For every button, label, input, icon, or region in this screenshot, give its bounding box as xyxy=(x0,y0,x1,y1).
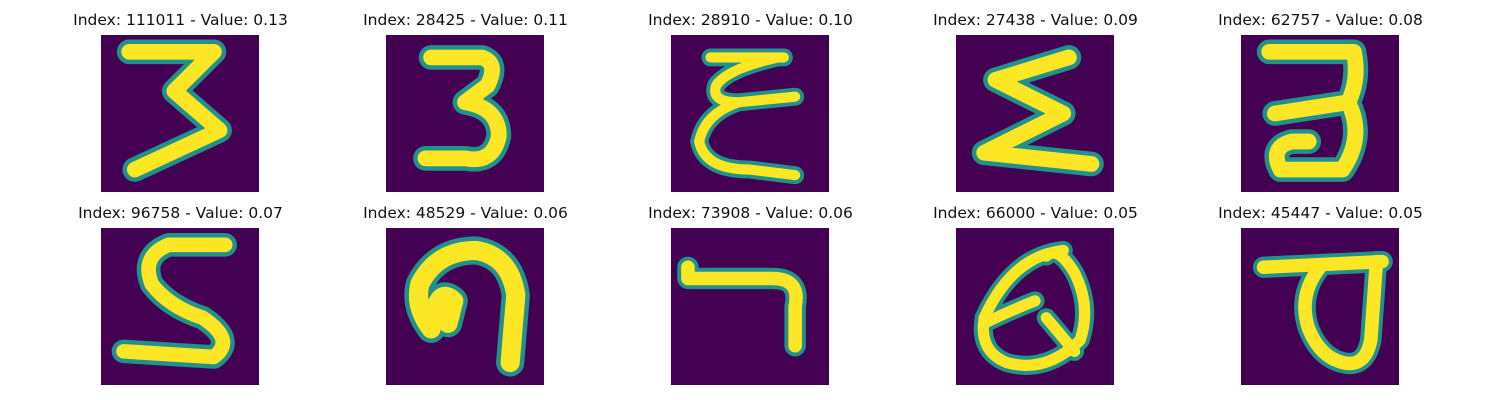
panel-9: Index: 66000 - Value: 0.05 xyxy=(893,203,1178,388)
panel-title: Index: 28425 - Value: 0.11 xyxy=(363,11,568,29)
digit-image xyxy=(671,228,829,385)
panel-title: Index: 62757 - Value: 0.08 xyxy=(1218,11,1423,29)
panel-title: Index: 27438 - Value: 0.09 xyxy=(933,11,1138,29)
digit-image xyxy=(1241,35,1399,192)
panel-7: Index: 48529 - Value: 0.06 xyxy=(323,203,608,388)
panel-title: Index: 96758 - Value: 0.07 xyxy=(78,204,283,222)
panel-title: Index: 28910 - Value: 0.10 xyxy=(648,11,853,29)
panel-title: Index: 73908 - Value: 0.06 xyxy=(648,204,853,222)
panel-title: Index: 45447 - Value: 0.05 xyxy=(1218,204,1423,222)
panel-5: Index: 62757 - Value: 0.08 xyxy=(1178,10,1463,195)
panel-3: Index: 28910 - Value: 0.10 xyxy=(608,10,893,195)
digit-image xyxy=(671,35,829,192)
panel-2: Index: 28425 - Value: 0.11 xyxy=(323,10,608,195)
panel-10: Index: 45447 - Value: 0.05 xyxy=(1178,203,1463,388)
digit-image xyxy=(386,35,544,192)
panel-title: Index: 111011 - Value: 0.13 xyxy=(73,11,288,29)
panel-8: Index: 73908 - Value: 0.06 xyxy=(608,203,893,388)
digit-image xyxy=(956,35,1114,192)
panel-title: Index: 66000 - Value: 0.05 xyxy=(933,204,1138,222)
panel-4: Index: 27438 - Value: 0.09 xyxy=(893,10,1178,195)
digit-image xyxy=(1241,228,1399,385)
panel-1: Index: 111011 - Value: 0.13 xyxy=(38,10,323,195)
digit-image xyxy=(956,228,1114,385)
digit-image xyxy=(101,35,259,192)
panel-6: Index: 96758 - Value: 0.07 xyxy=(38,203,323,388)
digit-image xyxy=(386,228,544,385)
digit-image xyxy=(101,228,259,385)
panel-title: Index: 48529 - Value: 0.06 xyxy=(363,204,568,222)
